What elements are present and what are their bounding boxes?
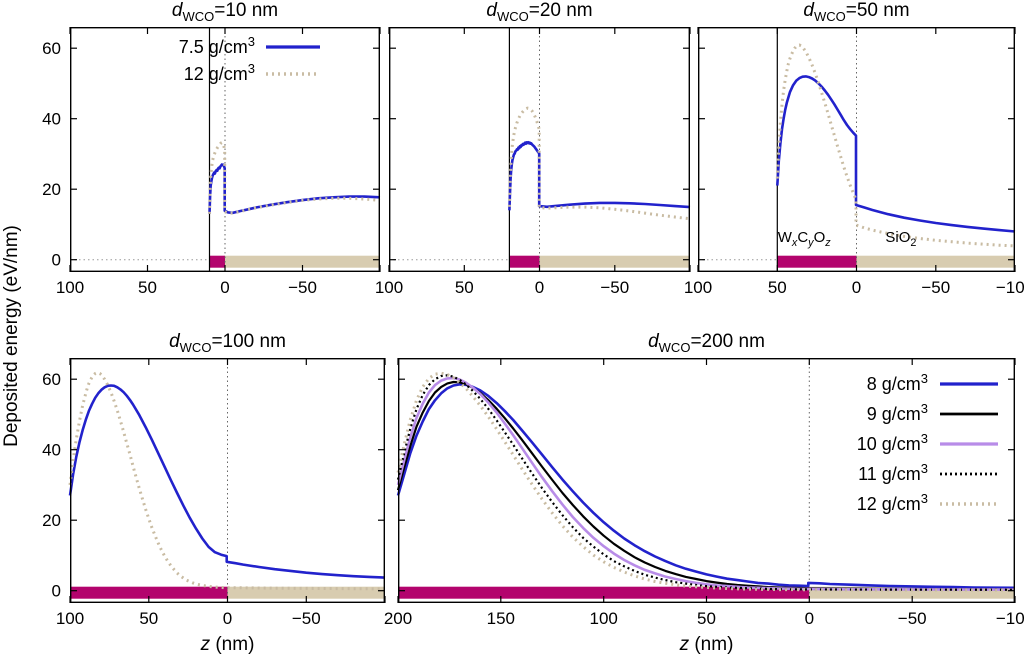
x-tick-label: 0 (852, 278, 861, 297)
panel-title-d10: dWCO=10 nm (171, 0, 279, 24)
y-tick-label: 20 (42, 511, 61, 530)
series-7.5-g-cm3 (68, 384, 386, 579)
series-7.5-g-cm3 (776, 75, 1016, 233)
panel-d100: dWCO=100 nm 100 50 0 −50 0 20 40 60 (42, 331, 386, 628)
film-region-bar (398, 586, 810, 599)
x-axis-title-left: z (nm) (200, 634, 255, 655)
x-tick-label: 100 (684, 278, 712, 297)
x-tick-label: 100 (375, 278, 403, 297)
plot-border (397, 357, 1015, 604)
y-tick-label: 40 (42, 441, 61, 460)
series-7.5-g-cm3 (208, 163, 381, 215)
film-region-bar (777, 255, 857, 268)
panel-d20: dWCO=20 nm 100 50 0 −50 (375, 0, 691, 297)
plot-d50: 100 50 0 −50 −100 WxCyOz SiO2 (684, 26, 1024, 297)
y-axis-title: Deposited energy (eV/nm) (1, 225, 22, 447)
legend-label: 12 g/cm3 (184, 61, 255, 84)
legend-label: 8 g/cm3 (867, 371, 928, 394)
x-tick-label: −50 (600, 278, 629, 297)
film-region-bar (509, 255, 540, 268)
film-region-bar (209, 255, 225, 268)
y-tick-label: 20 (42, 180, 61, 199)
x-tick-label: 0 (535, 278, 544, 297)
legend-label: 12 g/cm3 (857, 491, 928, 514)
plot-d20: 100 50 0 −50 (375, 26, 691, 297)
x-tick-label: 50 (455, 278, 474, 297)
film-region-bar (70, 586, 228, 599)
substrate-region-bar (539, 255, 690, 268)
x-tick-label: −50 (921, 278, 950, 297)
x-tick-label: −50 (292, 609, 321, 628)
x-tick-label: 200 (384, 609, 412, 628)
legend-label: 10 g/cm3 (857, 431, 928, 454)
x-tick-label: 100 (56, 609, 84, 628)
legend-label: 11 g/cm3 (858, 461, 928, 484)
y-tick-label: 60 (42, 39, 61, 58)
x-tick-label: 50 (697, 609, 716, 628)
panel-title-d20: dWCO=20 nm (486, 0, 593, 24)
y-tick-label: 60 (42, 370, 61, 389)
x-tick-label: −50 (288, 278, 317, 297)
x-tick-label: −50 (898, 609, 927, 628)
series-8-g-cm3 (396, 383, 1016, 590)
legend-label: 9 g/cm3 (867, 401, 928, 424)
y-tick-label: 40 (42, 110, 61, 129)
material-label: WxCyOz (778, 229, 832, 249)
x-tick-label: 0 (805, 609, 814, 628)
substrate-region-bar (225, 255, 380, 268)
x-tick-label: 50 (139, 609, 158, 628)
substrate-region-bar (856, 255, 1015, 268)
x-tick-label: 50 (768, 278, 787, 297)
x-tick-label: −100 (996, 609, 1024, 628)
series-7.5-g-cm3 (508, 141, 691, 211)
panel-d200: dWCO=200 nm 200 150 100 50 0 −50 −100 8 g/cm3 9 … (384, 331, 1024, 628)
substrate-region-bar (227, 586, 385, 599)
y-tick-label: 0 (52, 582, 61, 601)
panel-d10: dWCO=10 nm 100 50 0 −50 0 20 40 60 7.5 g/cm3 12 g… (42, 0, 381, 297)
panel-title-d50: dWCO=50 nm (803, 0, 910, 24)
panel-d50: dWCO=50 nm 100 50 0 −50 −100 WxCyOz SiO2 (684, 0, 1024, 297)
x-tick-label: 50 (138, 278, 157, 297)
x-tick-label: 150 (487, 609, 515, 628)
x-tick-label: 100 (590, 609, 618, 628)
x-tick-label: 100 (56, 278, 84, 297)
panel-title-d100: dWCO=100 nm (169, 331, 286, 355)
x-axis-title-right: z (nm) (679, 634, 734, 655)
plot-d100: 100 50 0 −50 0 20 40 60 (42, 357, 386, 628)
y-tick-label: 0 (52, 251, 61, 270)
x-tick-label: 0 (223, 609, 232, 628)
plot-d10: 100 50 0 −50 0 20 40 60 7.5 g/cm3 12 g/cm3 (42, 26, 381, 297)
series-12-g-cm3 (208, 141, 381, 215)
material-label: SiO2 (885, 229, 916, 249)
panel-title-d200: dWCO=200 nm (648, 331, 765, 355)
x-tick-label: 0 (220, 278, 229, 297)
series-12-g-cm3 (396, 371, 1016, 592)
x-tick-label: −100 (996, 278, 1024, 297)
plot-d200: 200 150 100 50 0 −50 −100 8 g/cm3 9 g/cm3 10 g/cm… (384, 357, 1024, 628)
legend-label: 7.5 g/cm3 (179, 34, 255, 57)
